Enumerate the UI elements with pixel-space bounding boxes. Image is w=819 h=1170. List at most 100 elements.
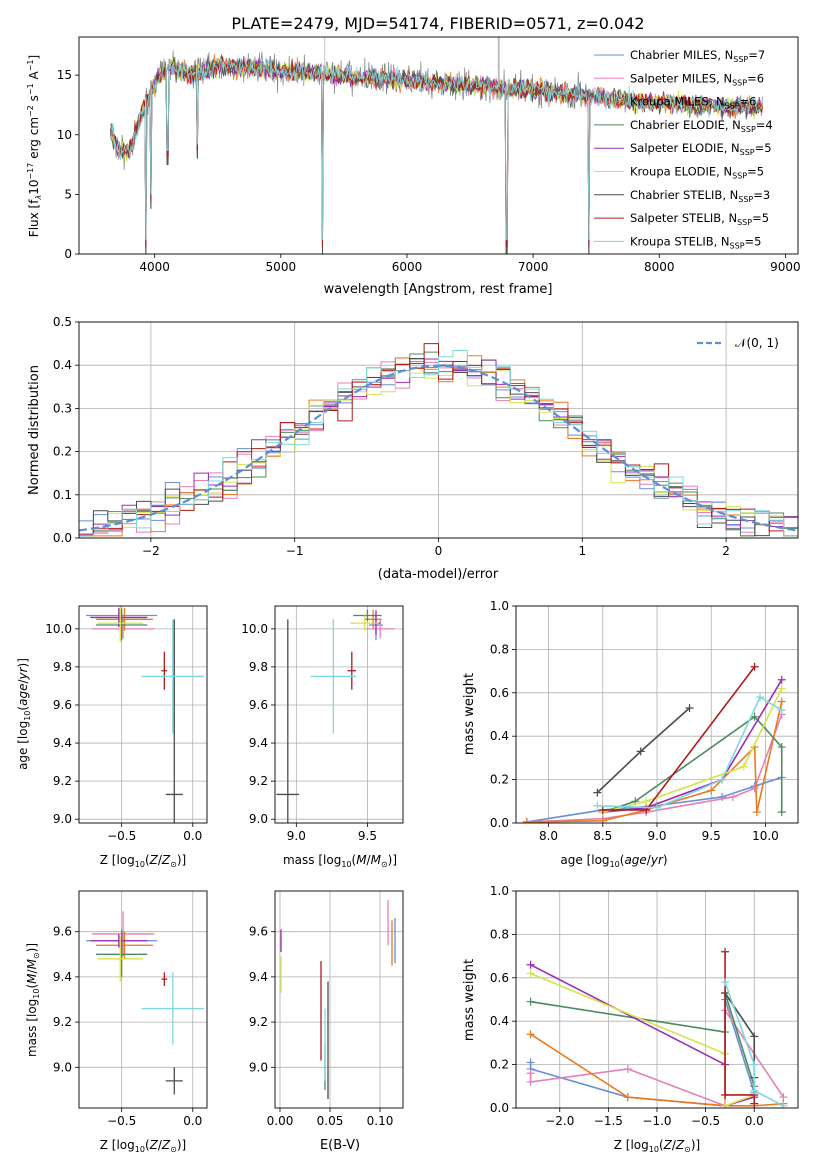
x-tick-label: 0.0 xyxy=(745,1114,764,1128)
y-tick-label: 9.0 xyxy=(249,1060,268,1074)
data-point xyxy=(96,609,148,641)
point-marker xyxy=(750,1099,759,1108)
plot-content xyxy=(79,343,798,537)
point-marker xyxy=(593,788,602,797)
series-line xyxy=(526,714,783,823)
point-marker xyxy=(777,743,786,752)
x-axis-label: Z [log10(Z/Z⊙)] xyxy=(100,853,186,869)
y-tick-label: 9.0 xyxy=(53,1060,72,1074)
point-marker xyxy=(718,775,727,784)
ticks: −0.5 0.0 9.0 9.2 9.4 9.6 9.8 10.0 xyxy=(45,622,202,843)
point-marker xyxy=(522,817,531,823)
data-point xyxy=(347,651,357,690)
panel-age-vs-Z: −0.5 0.0 9.0 9.2 9.4 9.6 9.8 10.0 Z [log10(Z/Z⊙)… xyxy=(16,605,208,869)
model-spectrum xyxy=(110,57,763,241)
y-tick-label: 0.2 xyxy=(490,773,509,787)
data-point xyxy=(96,607,153,631)
y-tick-label: 9.2 xyxy=(53,1015,72,1029)
y-tick-label: 10.0 xyxy=(241,622,268,636)
panel-mass-vs-Z: −0.5 0.0 9.0 9.2 9.4 9.6 Z [log10(Z/Z⊙)] mass [… xyxy=(25,890,208,1154)
y-tick-label: 9.6 xyxy=(249,925,268,939)
error-bars xyxy=(280,900,396,1099)
legend-label: Kroupa ELODIE, NSSP=5 xyxy=(630,165,764,181)
x-tick-label: −2 xyxy=(142,544,160,558)
series xyxy=(721,978,788,1108)
x-axis-label: Z [log10(Z/Z⊙)] xyxy=(614,1138,700,1154)
point-marker xyxy=(653,803,661,812)
error-bars xyxy=(86,606,205,823)
series xyxy=(721,947,759,1108)
point-marker xyxy=(526,1069,535,1078)
series xyxy=(598,662,759,814)
point-marker xyxy=(526,997,535,1006)
ticks: 8.0 8.5 9.0 9.5 10.0 0.0 0.2 0.4 0.6 0.8 1.0 xyxy=(490,599,779,843)
point-marker xyxy=(756,693,765,702)
x-tick-label: 0.0 xyxy=(183,1114,202,1128)
panel-age-vs-mass: 9.0 9.5 9.0 9.2 9.4 9.6 9.8 10.0 mass [log10(M/M… xyxy=(241,605,404,869)
x-tick-label: −0.5 xyxy=(691,1114,720,1128)
y-tick-label: 0.5 xyxy=(53,315,72,329)
y-tick-label: 0.0 xyxy=(490,1101,509,1115)
error-bars xyxy=(86,911,205,1095)
data-point xyxy=(310,619,357,734)
series-lines xyxy=(522,662,786,823)
series-line xyxy=(724,981,784,1107)
x-axis-label: mass [log10(M/M⊙)] xyxy=(283,853,397,869)
series-line xyxy=(724,951,756,1104)
x-tick-label: 7000 xyxy=(518,260,549,274)
point-marker xyxy=(593,801,602,810)
error-bars xyxy=(276,609,395,823)
series xyxy=(593,703,694,797)
y-tick-label: 0.8 xyxy=(490,927,509,941)
point-marker xyxy=(750,784,759,793)
x-tick-label: 9.5 xyxy=(358,829,377,843)
data-point xyxy=(97,606,143,643)
data-point xyxy=(161,972,168,986)
y-tick-label: 9.8 xyxy=(249,660,268,674)
plot-content xyxy=(280,900,396,1099)
y-tick-label: 9.0 xyxy=(249,812,268,826)
y-tick-label: 0.4 xyxy=(53,358,72,372)
y-axis-label: Flux [fλ10−17 erg cm−2 s−1 A−1] xyxy=(26,55,43,237)
point-marker xyxy=(707,786,716,795)
point-marker xyxy=(728,792,737,801)
x-axis-label: (data-model)/error xyxy=(378,567,499,582)
panel-residuals: −2 −1 0 1 2 0.0 0.1 0.2 0.3 0.4 0.5 𝒩(0, 1) (data-mo… xyxy=(27,315,799,582)
y-tick-label: 0.3 xyxy=(53,401,72,415)
point-marker xyxy=(750,712,759,721)
y-tick-label: 9.0 xyxy=(53,812,72,826)
y-tick-label: 10 xyxy=(57,128,72,142)
x-axis-label: age [log10(age/yr) xyxy=(560,853,667,869)
y-tick-label: 0.1 xyxy=(53,488,72,502)
axes-frame xyxy=(515,605,799,824)
ticks: −2 −1 0 1 2 0.0 0.1 0.2 0.3 0.4 0.5 xyxy=(53,315,730,558)
y-tick-label: 0.0 xyxy=(53,531,72,545)
plot-content xyxy=(86,606,205,823)
panel-weight-vs-Z: −2.0 −1.5 −1.0 −0.5 0.0 0.0 0.2 0.4 0.6 0.8 1.0 Z [… xyxy=(462,884,799,1154)
plot-area xyxy=(275,891,403,1108)
point-marker xyxy=(739,762,748,771)
x-axis-label: Z [log10(Z/Z⊙)] xyxy=(100,1138,186,1154)
y-tick-label: 9.2 xyxy=(53,774,72,788)
point-marker xyxy=(752,808,761,817)
y-tick-label: 0.2 xyxy=(53,445,72,459)
point-marker xyxy=(779,1101,788,1108)
x-tick-label: 9.5 xyxy=(702,829,721,843)
x-tick-label: 5000 xyxy=(266,260,297,274)
panel-spectrum: 4000 5000 6000 7000 8000 9000 0 5 10 15 Chabrier M… xyxy=(26,36,801,297)
y-tick-label: 9.2 xyxy=(249,774,268,788)
masked-region xyxy=(497,37,500,88)
data-point xyxy=(161,651,168,690)
y-tick-label: 0.0 xyxy=(490,816,509,830)
point-marker xyxy=(721,1090,730,1099)
data-point xyxy=(165,619,183,823)
plot-content xyxy=(86,911,205,1095)
axes-frame xyxy=(274,890,404,1109)
point-marker xyxy=(777,697,786,706)
legend-label: Chabrier MILES, NSSP=7 xyxy=(630,48,765,64)
ticks: 4000 5000 6000 7000 8000 9000 0 5 10 15 xyxy=(57,68,801,274)
y-axis-label: age [log10(age/yr)] xyxy=(16,658,32,770)
legend-label: Salpeter STELIB, NSSP=5 xyxy=(630,211,769,227)
axes-frame xyxy=(78,890,208,1109)
